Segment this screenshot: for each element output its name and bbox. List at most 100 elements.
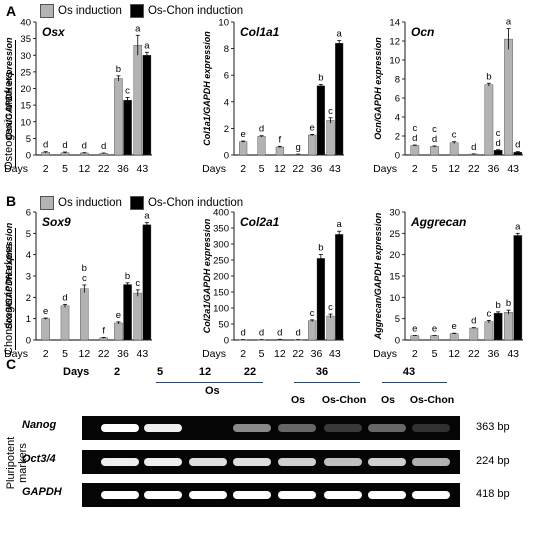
y-tick-label: 2 bbox=[224, 124, 229, 135]
y-tick-label: 6 bbox=[26, 208, 31, 219]
x-tick-label: 2 bbox=[412, 348, 418, 360]
legend-os-label: Os induction bbox=[58, 5, 122, 17]
y-tick-label: 300 bbox=[213, 240, 229, 251]
bar-os bbox=[504, 38, 513, 156]
significance-letter: d bbox=[43, 140, 48, 151]
x-tick-label: 12 bbox=[78, 163, 90, 175]
significance-letter: g bbox=[296, 142, 301, 153]
y-tick-label: 12 bbox=[389, 37, 400, 48]
y-tick-label: 4 bbox=[395, 113, 400, 124]
x-tick-label: 12 bbox=[274, 163, 286, 175]
significance-letter: e bbox=[43, 306, 48, 317]
significance-letter: a bbox=[337, 219, 343, 230]
significance-letter: b bbox=[486, 71, 491, 82]
legend-os-label: Os induction bbox=[58, 197, 122, 209]
gel-lane-header: 5 bbox=[156, 366, 164, 378]
y-tick-label: 4 bbox=[224, 97, 229, 108]
x-tick-label: 43 bbox=[507, 348, 519, 360]
gene-title: Col2a1 bbox=[240, 215, 280, 229]
gel-band bbox=[233, 424, 271, 432]
x-axis-label: Days bbox=[202, 163, 226, 175]
gel-lane-header: 2 bbox=[113, 366, 121, 378]
x-axis-label: Days bbox=[4, 163, 28, 175]
significance-letter: e bbox=[116, 310, 121, 321]
legend-oschon-label: Os-Chon induction bbox=[147, 5, 244, 17]
y-tick-label: 100 bbox=[213, 304, 229, 315]
gel-sub-label: Os bbox=[290, 394, 306, 406]
gel-band bbox=[368, 424, 406, 432]
x-tick-label: 5 bbox=[62, 348, 68, 360]
bar-oschon bbox=[335, 234, 344, 341]
x-axis-label: Days bbox=[4, 348, 28, 360]
significance-letter: c bbox=[328, 302, 333, 313]
y-tick-label: 8 bbox=[224, 44, 229, 55]
y-tick-label: 30 bbox=[389, 208, 400, 219]
x-tick-label: 22 bbox=[292, 348, 304, 360]
significance-letter: a bbox=[515, 221, 521, 232]
gene-title: Col1a1 bbox=[240, 25, 280, 39]
gel-band bbox=[144, 458, 182, 466]
significance-letter: d bbox=[495, 138, 500, 149]
panel-a-letter: A bbox=[6, 3, 17, 19]
gel-sub-label: Os-Chon bbox=[321, 394, 367, 406]
y-tick-label: 0 bbox=[395, 151, 400, 162]
gel-panel: Days 2 5 12 22 36 43 Os Os Os-Chon Os Os-Chon Pl… bbox=[0, 360, 550, 533]
osteogenic-divider bbox=[15, 40, 16, 168]
bar-os bbox=[326, 120, 335, 156]
gel-gene-label: GAPDH bbox=[22, 486, 62, 498]
gene-title: Sox9 bbox=[42, 215, 71, 229]
significance-letter: b bbox=[318, 243, 323, 254]
x-tick-label: 36 bbox=[488, 163, 500, 175]
significance-letter: c bbox=[486, 308, 491, 319]
bar-os bbox=[114, 322, 123, 341]
legend-a: Os induction Os-Chon induction bbox=[40, 4, 251, 18]
gel-lane-header: 12 bbox=[198, 366, 212, 378]
y-tick-label: 0 bbox=[26, 151, 31, 162]
gel-band bbox=[189, 491, 227, 499]
bar-oschon bbox=[123, 99, 132, 156]
y-tick-label: 40 bbox=[20, 18, 31, 29]
gene-title: Osx bbox=[42, 25, 66, 39]
os-group-label: Os bbox=[205, 385, 220, 397]
bar-os bbox=[430, 335, 439, 341]
significance-letter: e bbox=[412, 324, 417, 335]
y-tick-label: 0 bbox=[395, 336, 400, 347]
gel-band bbox=[278, 491, 316, 499]
panel-c-letter: C bbox=[6, 356, 17, 372]
chart-col2a1: 0 50 100 150 200 250 300 350 400 Col2a1 Col2a1/GAP… bbox=[202, 208, 344, 360]
y-axis-label: Sox9/GAPDH expression bbox=[4, 222, 14, 329]
legend-oschon-swatch bbox=[129, 196, 144, 210]
significance-letter: b bbox=[495, 300, 500, 311]
y-tick-label: 25 bbox=[20, 67, 31, 78]
gel-gene-label: Oct3/4 bbox=[22, 453, 56, 465]
y-tick-label: 35 bbox=[20, 34, 31, 45]
y-tick-label: 10 bbox=[20, 117, 31, 128]
y-tick-label: 14 bbox=[389, 18, 400, 29]
gel-sub-label: Os-Chon bbox=[409, 394, 455, 406]
significance-letter: e bbox=[432, 324, 437, 335]
significance-letter: d bbox=[471, 316, 476, 327]
y-tick-label: 15 bbox=[389, 272, 400, 283]
x-tick-label: 12 bbox=[448, 163, 460, 175]
x-axis-label: Days bbox=[373, 163, 397, 175]
bar-oschon bbox=[335, 43, 344, 156]
gene-title: Aggrecan bbox=[410, 215, 466, 229]
y-tick-label: 20 bbox=[20, 84, 31, 95]
bar-os bbox=[484, 321, 494, 341]
x-tick-label: 12 bbox=[448, 348, 460, 360]
x-tick-label: 5 bbox=[259, 163, 265, 175]
legend-oschon-label: Os-Chon induction bbox=[147, 197, 244, 209]
y-tick-label: 1 bbox=[26, 314, 31, 325]
significance-letter: d bbox=[296, 328, 301, 339]
significance-letter: c bbox=[125, 85, 130, 96]
bar-oschon bbox=[142, 224, 152, 341]
significance-letter: f bbox=[279, 134, 282, 145]
gel-band bbox=[324, 491, 362, 499]
y-axis-label: Osx/GAPDH expression bbox=[4, 37, 14, 140]
bar-os bbox=[275, 146, 284, 156]
x-tick-label: 43 bbox=[329, 348, 341, 360]
significance-letter: c bbox=[412, 123, 417, 134]
bar-os bbox=[80, 288, 89, 341]
